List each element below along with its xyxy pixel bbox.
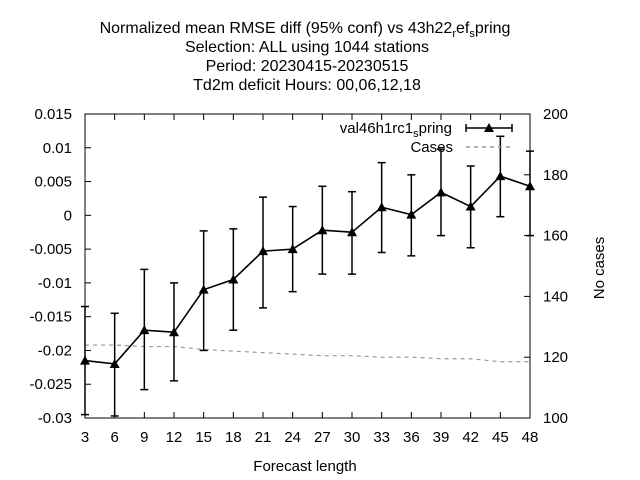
x-tick-label: 18	[225, 429, 242, 446]
data-point	[80, 355, 90, 365]
y-tick-label: -0.005	[29, 241, 72, 258]
x-tick-label: 15	[195, 429, 212, 446]
x-tick-label: 27	[314, 429, 331, 446]
x-tick-label: 9	[140, 429, 148, 446]
cases-line	[85, 344, 530, 363]
title-line-3: Period: 20230415-20230515	[206, 58, 409, 75]
y-tick-label: -0.03	[38, 410, 72, 427]
y2-axis-label: No cases	[591, 237, 608, 300]
data-point	[317, 225, 328, 235]
y-tick-label: -0.02	[38, 342, 72, 359]
data-point	[406, 209, 417, 219]
legend-label-cases: Cases	[410, 139, 453, 156]
title-line-2: Selection: ALL using 1044 stations	[185, 39, 429, 56]
y2-tick-label: 160	[543, 228, 568, 245]
x-tick-label: 48	[522, 429, 539, 446]
legend-label-main: val46h1rc1spring	[340, 120, 452, 140]
main-series	[80, 135, 535, 417]
data-point	[109, 358, 120, 368]
cases-series	[85, 344, 530, 363]
y2-tick-label: 100	[543, 410, 568, 427]
legend: val46h1rc1spring Cases	[340, 120, 513, 156]
x-tick-label: 42	[462, 429, 479, 446]
y-tick-label: -0.025	[29, 376, 72, 393]
x-tick-label: 3	[81, 429, 89, 446]
y2-axis-ticks: 100 120 140 160 180 200	[524, 106, 568, 427]
data-point	[198, 284, 209, 294]
data-point	[436, 187, 446, 197]
y2-tick-label: 200	[543, 106, 568, 123]
y2-tick-label: 140	[543, 288, 568, 305]
x-axis-label: Forecast length	[253, 458, 356, 475]
y-tick-label: -0.015	[29, 309, 72, 326]
x-tick-label: 6	[110, 429, 118, 446]
x-tick-label: 33	[373, 429, 390, 446]
y2-tick-label: 180	[543, 167, 568, 184]
x-tick-label: 36	[403, 429, 420, 446]
data-point	[287, 244, 298, 254]
chart-title: Normalized mean RMSE diff (95% conf) vs …	[100, 20, 511, 94]
legend-marker-main	[484, 123, 494, 132]
data-point	[495, 171, 506, 181]
data-point	[258, 246, 268, 256]
plot-frame	[84, 113, 531, 419]
data-point	[139, 325, 150, 335]
x-tick-label: 12	[166, 429, 183, 446]
y-tick-label: 0.015	[34, 106, 72, 123]
y-tick-label: 0.005	[34, 174, 72, 191]
x-tick-label: 24	[284, 429, 301, 446]
y2-tick-label: 120	[543, 349, 568, 366]
y-tick-label: -0.01	[38, 275, 72, 292]
data-point	[228, 274, 239, 284]
x-tick-label: 30	[344, 429, 361, 446]
data-point	[347, 227, 357, 237]
main-line	[84, 175, 531, 365]
x-tick-label: 45	[492, 429, 509, 446]
x-tick-label: 21	[255, 429, 272, 446]
x-tick-label: 39	[433, 429, 450, 446]
title-line-1: Normalized mean RMSE diff (95% conf) vs …	[100, 20, 511, 40]
y-tick-label: 0.01	[43, 140, 72, 157]
y-tick-label: 0	[64, 207, 72, 224]
data-point	[376, 202, 387, 212]
data-point	[525, 181, 535, 191]
data-point	[169, 327, 179, 337]
data-point	[465, 201, 476, 211]
y-axis-ticks: -0.03 -0.025 -0.02 -0.015 -0.01 -0.005 0 0.005 0…	[29, 106, 91, 427]
title-line-4: Td2m deficit Hours: 00,06,12,18	[193, 77, 421, 94]
x-axis-ticks: 3 6 9 12 15 18 21 24 27 30 33 36 39 42 45 48	[81, 114, 539, 446]
